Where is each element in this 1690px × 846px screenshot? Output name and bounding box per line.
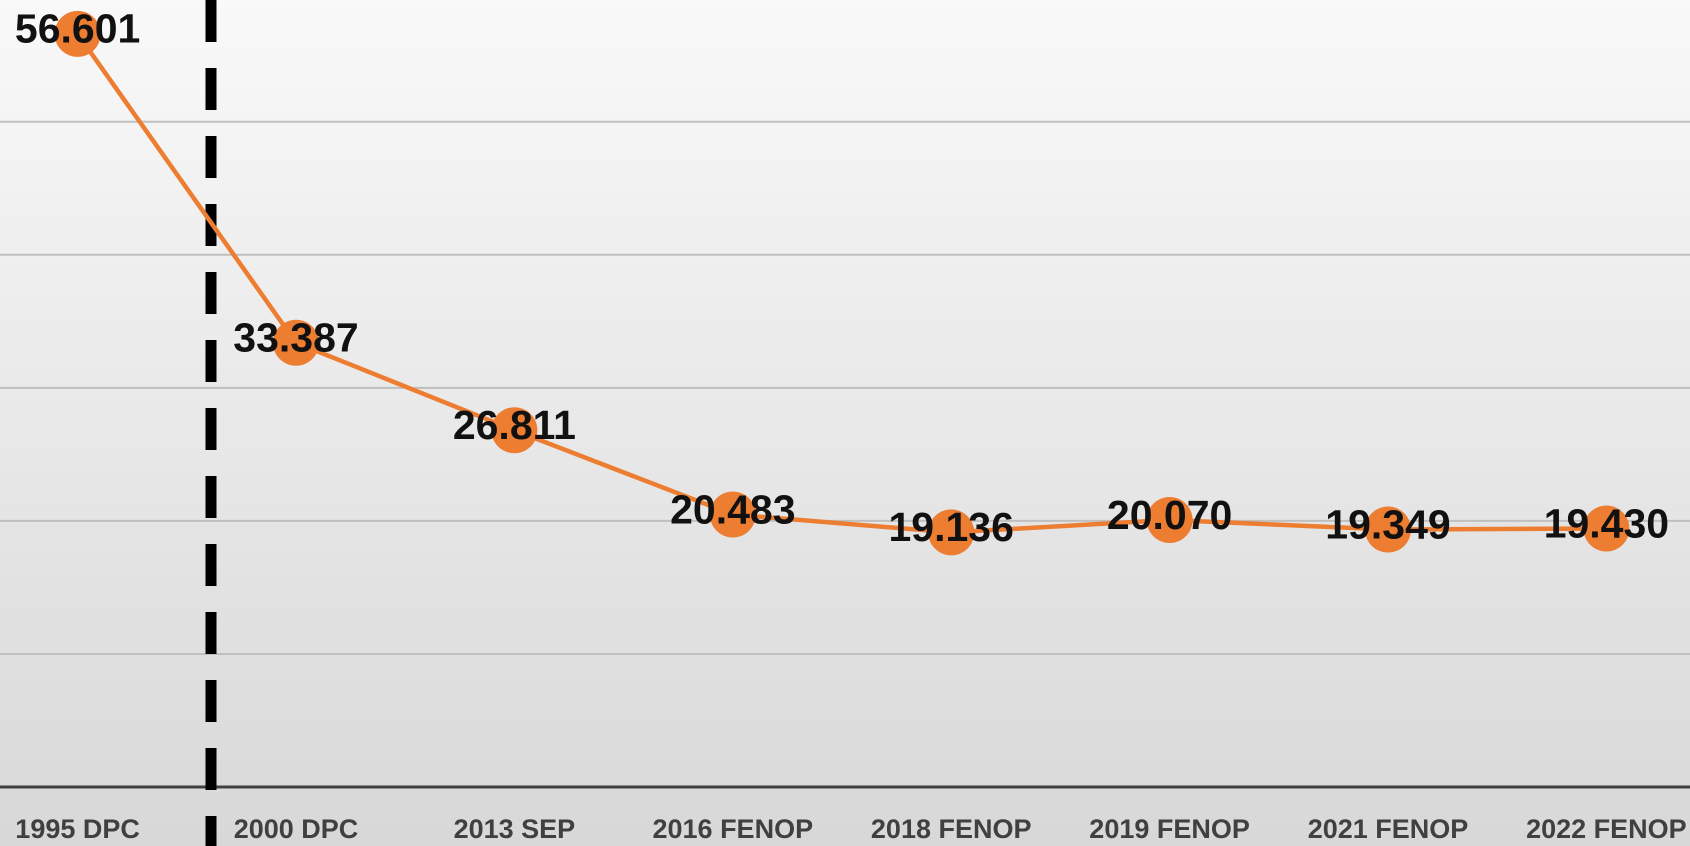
grid <box>0 120 1690 789</box>
line <box>75 32 1607 535</box>
data-label: 19.349 <box>1325 501 1450 547</box>
marker <box>1365 506 1411 553</box>
marker <box>928 509 975 556</box>
marker <box>709 491 756 538</box>
marker <box>1583 505 1630 552</box>
x-tick-label: 2022 FENOP <box>1526 814 1687 844</box>
data-label: 20.070 <box>1107 492 1232 538</box>
x-tick-label: 2019 FENOP <box>1089 814 1250 844</box>
x-tick-label: 2013 SEP <box>454 814 576 844</box>
x-tick-label: 1995 DPC <box>15 814 140 844</box>
data-label: 56.601 <box>15 6 140 52</box>
x-tick-label: 2016 FENOP <box>653 814 814 844</box>
x-tick-label: 2000 DPC <box>234 814 359 844</box>
plot: 1995 DPC 2000 DPC 2013 SEP 2016 FENOP 2018 F… <box>15 6 1687 844</box>
marker <box>491 407 538 454</box>
data-label: 19.136 <box>888 504 1013 550</box>
data-label: 26.811 <box>453 402 576 448</box>
marker <box>54 10 101 57</box>
marker <box>273 319 319 366</box>
x-tick-label: 2018 FENOP <box>871 814 1032 844</box>
data-label: 33.387 <box>233 315 358 361</box>
marker <box>1146 496 1193 543</box>
data-label: 20.483 <box>670 486 795 532</box>
data-label: 19.430 <box>1544 500 1669 546</box>
x-tick-label: 2021 FENOP <box>1308 814 1469 844</box>
